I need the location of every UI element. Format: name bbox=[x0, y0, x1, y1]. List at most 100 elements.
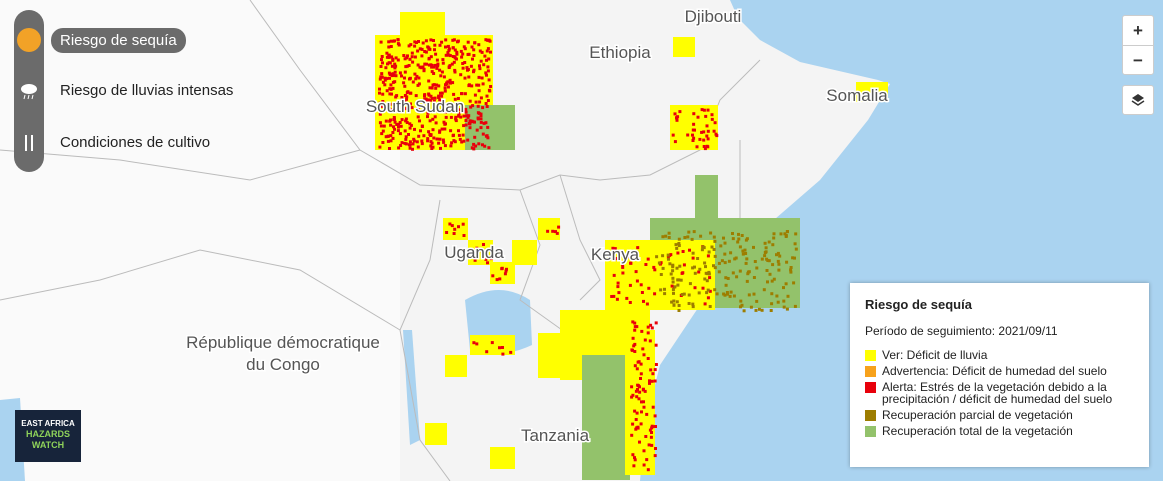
country-label: Tanzania bbox=[521, 426, 590, 445]
zoom-in[interactable]: + bbox=[1123, 16, 1153, 46]
speckle bbox=[763, 254, 767, 258]
speckle bbox=[677, 278, 681, 282]
area-watch bbox=[445, 355, 467, 377]
speckle bbox=[651, 425, 655, 429]
speckle bbox=[486, 125, 490, 129]
speckle bbox=[687, 302, 691, 305]
speckle bbox=[442, 108, 446, 112]
speckle bbox=[696, 257, 700, 260]
speckle bbox=[392, 73, 396, 77]
speckle bbox=[464, 107, 468, 111]
speckle bbox=[444, 122, 447, 126]
speckle bbox=[648, 379, 651, 383]
speckle bbox=[671, 265, 675, 269]
speckle bbox=[676, 283, 680, 287]
speckle bbox=[675, 118, 679, 122]
speckle bbox=[470, 146, 474, 150]
speckle bbox=[468, 126, 472, 130]
speckle bbox=[671, 280, 675, 284]
layer-label[interactable]: Condiciones de cultivo bbox=[60, 134, 211, 151]
crop-icon[interactable] bbox=[17, 131, 41, 155]
speckle bbox=[708, 276, 712, 280]
speckle bbox=[557, 225, 561, 229]
speckle bbox=[453, 48, 457, 52]
speckle bbox=[390, 64, 394, 68]
speckle bbox=[457, 225, 460, 229]
speckle bbox=[416, 63, 420, 67]
speckle bbox=[388, 92, 392, 96]
drought-icon[interactable] bbox=[17, 28, 41, 52]
speckle bbox=[403, 100, 407, 104]
speckle bbox=[610, 295, 614, 298]
layer-label[interactable]: Riesgo de lluvias intensas bbox=[60, 82, 234, 99]
speckle bbox=[635, 395, 639, 399]
speckle bbox=[384, 119, 388, 123]
speckle bbox=[437, 141, 441, 145]
speckle bbox=[709, 231, 713, 235]
speckle bbox=[792, 281, 796, 285]
speckle bbox=[413, 44, 417, 48]
speckle bbox=[456, 40, 459, 44]
zoom-out[interactable]: − bbox=[1133, 51, 1143, 70]
speckle bbox=[680, 293, 684, 296]
speckle bbox=[486, 99, 490, 102]
speckle bbox=[746, 272, 750, 276]
speckle bbox=[503, 272, 507, 276]
speckle bbox=[630, 395, 634, 399]
speckle bbox=[691, 256, 695, 260]
speckle bbox=[489, 50, 492, 54]
speckle bbox=[763, 241, 767, 245]
speckle bbox=[463, 92, 467, 96]
speckle bbox=[731, 232, 734, 235]
speckle bbox=[760, 308, 764, 312]
speckle bbox=[644, 435, 648, 438]
speckle bbox=[462, 139, 466, 143]
speckle bbox=[461, 52, 465, 56]
speckle bbox=[410, 51, 414, 55]
speckle bbox=[452, 232, 456, 235]
speckle bbox=[653, 379, 657, 383]
speckle bbox=[671, 269, 675, 273]
speckle bbox=[460, 55, 464, 59]
speckle bbox=[722, 292, 726, 296]
speckle bbox=[470, 45, 474, 49]
speckle bbox=[693, 265, 696, 269]
speckle bbox=[387, 55, 391, 59]
speckle bbox=[431, 128, 435, 132]
speckle bbox=[479, 114, 483, 117]
hazard-areas bbox=[375, 12, 888, 480]
speckle bbox=[391, 39, 395, 43]
speckle bbox=[478, 64, 481, 68]
speckle bbox=[639, 283, 643, 287]
speckle bbox=[636, 425, 640, 429]
speckle bbox=[686, 133, 690, 137]
speckle bbox=[419, 129, 422, 133]
speckle bbox=[413, 40, 417, 44]
speckle bbox=[421, 65, 425, 69]
speckle bbox=[636, 246, 640, 250]
layer-bar bbox=[14, 10, 44, 172]
speckle bbox=[693, 128, 696, 132]
speckle bbox=[779, 232, 783, 236]
legend-label: Recuperación total de la vegetación bbox=[882, 424, 1073, 438]
speckle bbox=[429, 140, 433, 144]
area-watch bbox=[490, 262, 515, 284]
rain-icon[interactable] bbox=[17, 79, 41, 103]
speckle bbox=[688, 282, 692, 286]
speckle bbox=[705, 144, 709, 148]
speckle bbox=[766, 259, 770, 262]
layers-button[interactable] bbox=[1122, 85, 1154, 115]
speckle bbox=[745, 279, 749, 283]
speckle bbox=[650, 326, 654, 330]
speckle bbox=[432, 99, 436, 103]
layer-label[interactable]: Riesgo de sequía bbox=[51, 28, 186, 53]
speckle bbox=[712, 235, 716, 239]
speckle bbox=[476, 104, 480, 108]
speckle bbox=[633, 456, 636, 460]
speckle bbox=[413, 127, 416, 131]
speckle bbox=[446, 80, 450, 84]
speckle bbox=[767, 240, 771, 244]
speckle bbox=[388, 61, 392, 65]
speckle bbox=[392, 125, 395, 129]
area-watch bbox=[670, 105, 718, 150]
